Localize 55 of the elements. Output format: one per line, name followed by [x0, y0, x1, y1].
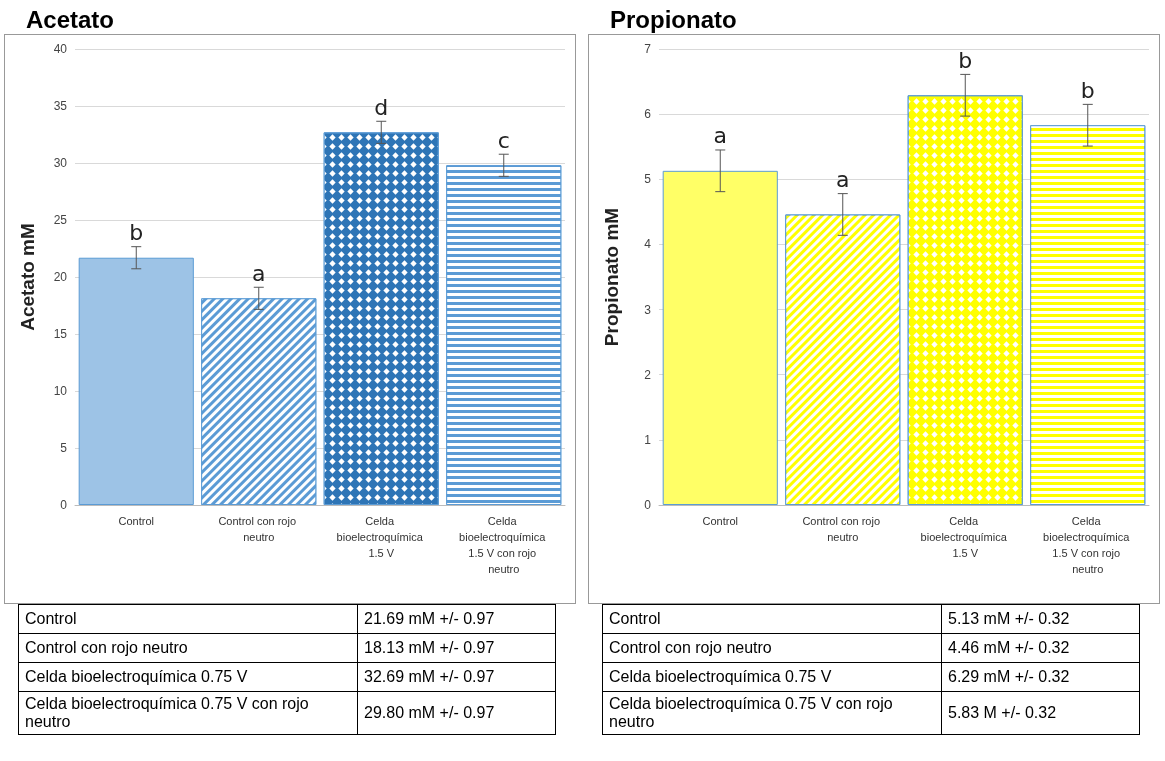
- x-tick-label: Celda bioelectroquímica 1.5 V con rojo neutro: [459, 515, 549, 575]
- annotation: b: [129, 220, 144, 246]
- annotation: a: [836, 167, 850, 193]
- y-tick-label: 4: [644, 237, 652, 252]
- text: 32.69 mM +/- 0.97: [357, 662, 556, 692]
- bar: [78, 257, 194, 505]
- annotation: b: [958, 47, 973, 73]
- text: 29.80 mM +/- 0.97: [357, 691, 556, 735]
- annotation: a: [252, 260, 266, 286]
- annotation: c: [497, 127, 510, 153]
- y-tick-label: 5: [60, 441, 68, 455]
- y-tick-label: 15: [53, 327, 68, 341]
- text: Celda bioelectroquímica 0.75 V con rojo neutro: [602, 691, 942, 735]
- text: 4.46 mM +/- 0.32: [941, 633, 1140, 663]
- chart-title: Acetato: [25, 5, 116, 34]
- y-tick-label: 3: [644, 302, 652, 317]
- y-tick-label: 0: [60, 498, 68, 512]
- annotation: b: [1080, 77, 1095, 103]
- y-tick-label: 35: [53, 99, 68, 113]
- x-tick-label: Control: [118, 515, 154, 527]
- y-tick-label: 10: [53, 384, 68, 398]
- bar: [662, 170, 778, 505]
- text: 18.13 mM +/- 0.97: [357, 633, 556, 663]
- text: Control con rojo neutro: [602, 633, 942, 663]
- text: Control: [602, 604, 942, 634]
- annotation: d: [374, 94, 389, 120]
- y-axis-title: Propionato mM: [601, 207, 622, 347]
- text: Celda bioelectroquímica 0.75 V: [602, 662, 942, 692]
- x-tick-label: Control: [702, 515, 738, 527]
- y-axis-title: Acetato mM: [17, 223, 38, 331]
- y-tick-label: 5: [644, 172, 652, 187]
- y-tick-label: 1: [644, 432, 652, 447]
- text: 21.69 mM +/- 0.97: [357, 604, 556, 634]
- y-tick-label: 0: [644, 498, 652, 512]
- chart-title: Propionato: [609, 5, 738, 34]
- text: Celda bioelectroquímica 0.75 V con rojo neutro: [18, 691, 358, 735]
- y-tick-label: 20: [53, 270, 68, 284]
- text: 5.13 mM +/- 0.32: [941, 604, 1140, 634]
- y-tick-label: 2: [644, 367, 652, 382]
- text: 6.29 mM +/- 0.32: [941, 662, 1140, 692]
- text: Celda bioelectroquímica 0.75 V: [18, 662, 358, 692]
- y-tick-label: 6: [644, 107, 652, 122]
- text: Control: [18, 604, 358, 634]
- x-tick-label: Control con rojo neutro: [802, 515, 884, 543]
- x-tick-label: Celda bioelectroquímica 1.5 V con rojo neutro: [1043, 515, 1133, 575]
- y-tick-label: 40: [53, 42, 68, 56]
- x-tick-label: Celda bioelectroquímica 1.5 V: [920, 515, 1010, 559]
- text: 5.83 M +/- 0.32: [941, 691, 1140, 735]
- text: Control con rojo neutro: [18, 633, 358, 663]
- x-tick-label: Control con rojo neutro: [218, 515, 300, 543]
- y-tick-label: 7: [644, 42, 652, 56]
- y-tick-label: 25: [53, 213, 68, 227]
- annotation: a: [713, 123, 727, 149]
- y-tick-label: 30: [53, 156, 68, 170]
- x-tick-label: Celda bioelectroquímica 1.5 V: [336, 515, 426, 559]
